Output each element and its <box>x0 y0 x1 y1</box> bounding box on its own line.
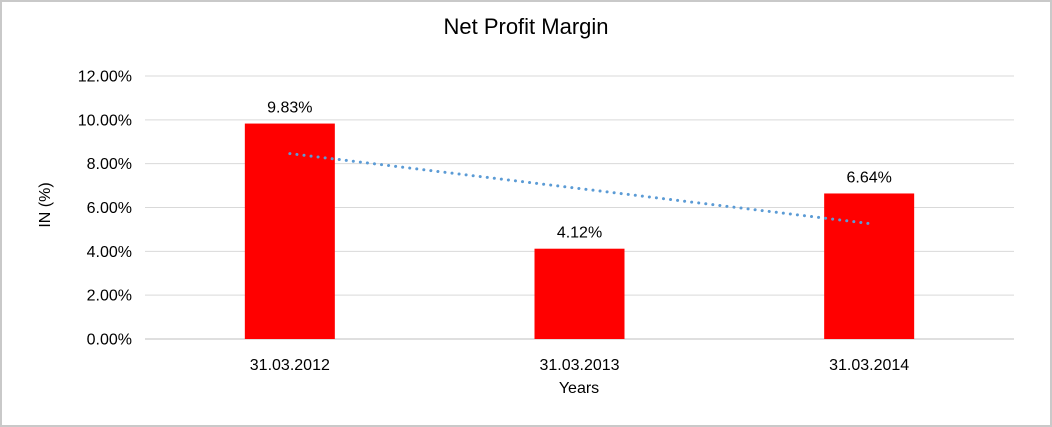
data-label: 9.83% <box>267 100 312 117</box>
x-axis-title: Years <box>558 380 600 397</box>
y-tick-label: 10.00% <box>78 112 132 129</box>
y-tick-label: 12.00% <box>78 69 132 86</box>
y-tick-label: 2.00% <box>87 288 132 305</box>
bar <box>534 248 625 339</box>
chart-title: Net Profit Margin <box>443 14 609 39</box>
trendline <box>288 152 871 225</box>
y-tick-label: 8.00% <box>87 156 132 173</box>
category-label: 31.03.2013 <box>539 357 619 374</box>
bar <box>244 123 335 339</box>
y-tick-label: 6.00% <box>87 200 132 217</box>
category-label: 31.03.2012 <box>250 357 330 374</box>
data-label: 6.64% <box>846 169 891 186</box>
y-tick-label: 4.00% <box>87 244 132 261</box>
y-tick-label: 0.00% <box>87 332 132 349</box>
data-label: 4.12% <box>557 225 602 242</box>
bar <box>824 193 915 339</box>
category-label: 31.03.2014 <box>829 357 909 374</box>
